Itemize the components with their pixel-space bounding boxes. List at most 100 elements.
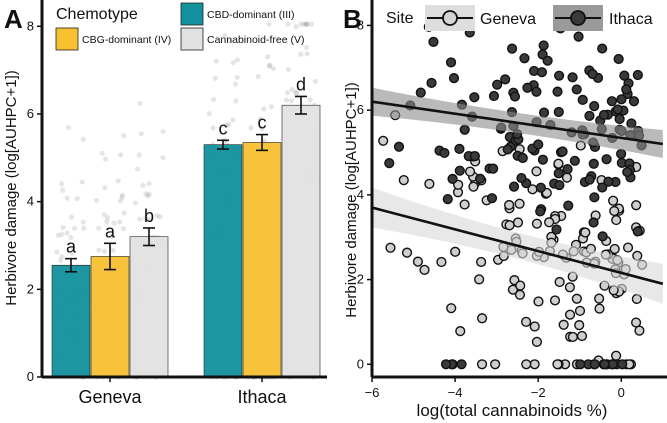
- jitter-point: [60, 187, 66, 193]
- bar: [281, 104, 321, 378]
- jitter-point: [143, 191, 149, 197]
- jitter-point: [230, 60, 236, 66]
- panel-b-x-ticks: −6 −4 −2 0: [365, 377, 625, 400]
- jitter-point: [59, 181, 65, 187]
- jitter-point: [59, 254, 65, 260]
- jitter-point: [232, 81, 239, 87]
- jitter-point: [285, 21, 291, 27]
- legend-item-free: Cannabinoid-free (V): [180, 27, 304, 51]
- panel-b-legend: Site Geneva Ithaca: [386, 5, 653, 31]
- bar: [90, 256, 130, 378]
- scatter-point-ithaca: [597, 43, 608, 54]
- scatter-point-ithaca: [597, 231, 608, 242]
- scatter-point-geneva: [631, 293, 642, 305]
- panel-b-x-label: log(total cannabinoids %): [417, 401, 608, 420]
- scatter-point-ithaca: [535, 182, 546, 193]
- scatter-point-ithaca: [553, 106, 564, 118]
- scatter-point-ithaca: [415, 87, 426, 98]
- jitter-point: [109, 233, 115, 240]
- scatter-point-geneva: [529, 321, 540, 332]
- jitter-point: [132, 200, 138, 206]
- scatter-point-ithaca: [488, 90, 500, 102]
- jitter-point: [135, 166, 141, 172]
- scatter-point-ithaca: [598, 109, 610, 121]
- scatter-point-geneva: [574, 320, 585, 331]
- panel-a-x-ticks: Geneva Ithaca: [78, 377, 288, 407]
- legend-label-free: Cannabinoid-free (V): [207, 34, 304, 46]
- panel-b-y-label: Herbivore damage (log[AUHPC+1]): [343, 82, 360, 318]
- jitter-point: [210, 125, 216, 131]
- jitter-point: [303, 21, 309, 27]
- scatter-point-ithaca: [613, 53, 624, 65]
- scatter-point-ithaca: [506, 43, 518, 54]
- scatter-point-ithaca: [632, 226, 643, 237]
- jitter-point: [224, 122, 230, 129]
- jitter-point: [230, 117, 236, 123]
- scatter-point-ithaca: [607, 359, 618, 370]
- scatter-point-geneva: [476, 256, 487, 268]
- jitter-point: [81, 225, 87, 231]
- jitter-point: [142, 215, 149, 221]
- scatter-point-geneva: [561, 172, 573, 183]
- scatter-point-ithaca: [569, 155, 580, 166]
- scatter-point-ithaca: [428, 36, 439, 47]
- scatter-point-geneva: [476, 359, 488, 370]
- jitter-point: [308, 21, 315, 27]
- y-tick-label: 2: [27, 281, 34, 296]
- jitter-point: [234, 74, 240, 80]
- scatter-point-geneva: [378, 135, 389, 146]
- jitter-point: [303, 21, 310, 27]
- jitter-point: [64, 230, 70, 236]
- scatter-point-geneva: [531, 166, 542, 177]
- x-tick-label-ithaca: Ithaca: [237, 387, 287, 407]
- jitter-point: [121, 210, 127, 216]
- jitter-point: [96, 247, 102, 253]
- scatter-point-geneva: [529, 359, 540, 370]
- y-tick-label: 0: [27, 369, 34, 384]
- scatter-point-ithaca: [601, 154, 612, 165]
- scatter-point-geneva: [504, 199, 515, 211]
- jitter-point: [268, 104, 274, 110]
- scatter-point-geneva: [609, 243, 620, 255]
- scatter-point-ithaca: [445, 57, 457, 68]
- scatter-point-geneva: [490, 359, 501, 370]
- jitter-point: [110, 247, 116, 254]
- significance-letter: d: [296, 74, 306, 94]
- jitter-point: [284, 90, 291, 96]
- jitter-point: [233, 98, 239, 104]
- scatter-point-ithaca: [454, 165, 465, 176]
- jitter-point: [137, 100, 143, 107]
- scatter-point-geneva: [580, 227, 591, 238]
- scatter-point-ithaca: [535, 206, 546, 217]
- scatter-point-ithaca: [492, 79, 503, 90]
- jitter-point: [57, 257, 64, 264]
- y-tick-label: 2: [357, 272, 364, 287]
- legend-label-cbd: CBD-dominant (III): [207, 9, 295, 21]
- jitter-point: [257, 116, 263, 122]
- scatter-point-geneva: [401, 247, 413, 258]
- scatter-point-ithaca: [597, 182, 608, 193]
- legend-label-cbg: CBG-dominant (IV): [82, 34, 171, 46]
- scatter-point-ithaca: [617, 359, 628, 370]
- scatter-point-ithaca: [603, 176, 614, 187]
- jitter-point: [283, 97, 290, 103]
- y-tick-label: 6: [27, 106, 34, 121]
- x-tick-label: −6: [365, 385, 380, 400]
- scatter-point-ithaca: [516, 172, 527, 184]
- jitter-point: [79, 179, 85, 185]
- jitter-point: [121, 133, 127, 139]
- bar: [242, 142, 282, 378]
- scatter-point-ithaca: [531, 86, 542, 97]
- jitter-point: [54, 249, 60, 255]
- fit-line-ithaca: [371, 100, 664, 146]
- scatter-point-ithaca: [584, 174, 595, 185]
- scatter-point-ithaca: [567, 72, 578, 83]
- jitter-point: [301, 21, 307, 27]
- scatter-point-ithaca: [584, 110, 595, 121]
- scatter-point-ithaca: [612, 104, 623, 115]
- jitter-point: [72, 225, 78, 231]
- scatter-point-ithaca: [571, 84, 582, 95]
- scatter-point-geneva: [558, 319, 569, 330]
- jitter-point: [111, 220, 117, 226]
- jitter-point: [307, 97, 313, 103]
